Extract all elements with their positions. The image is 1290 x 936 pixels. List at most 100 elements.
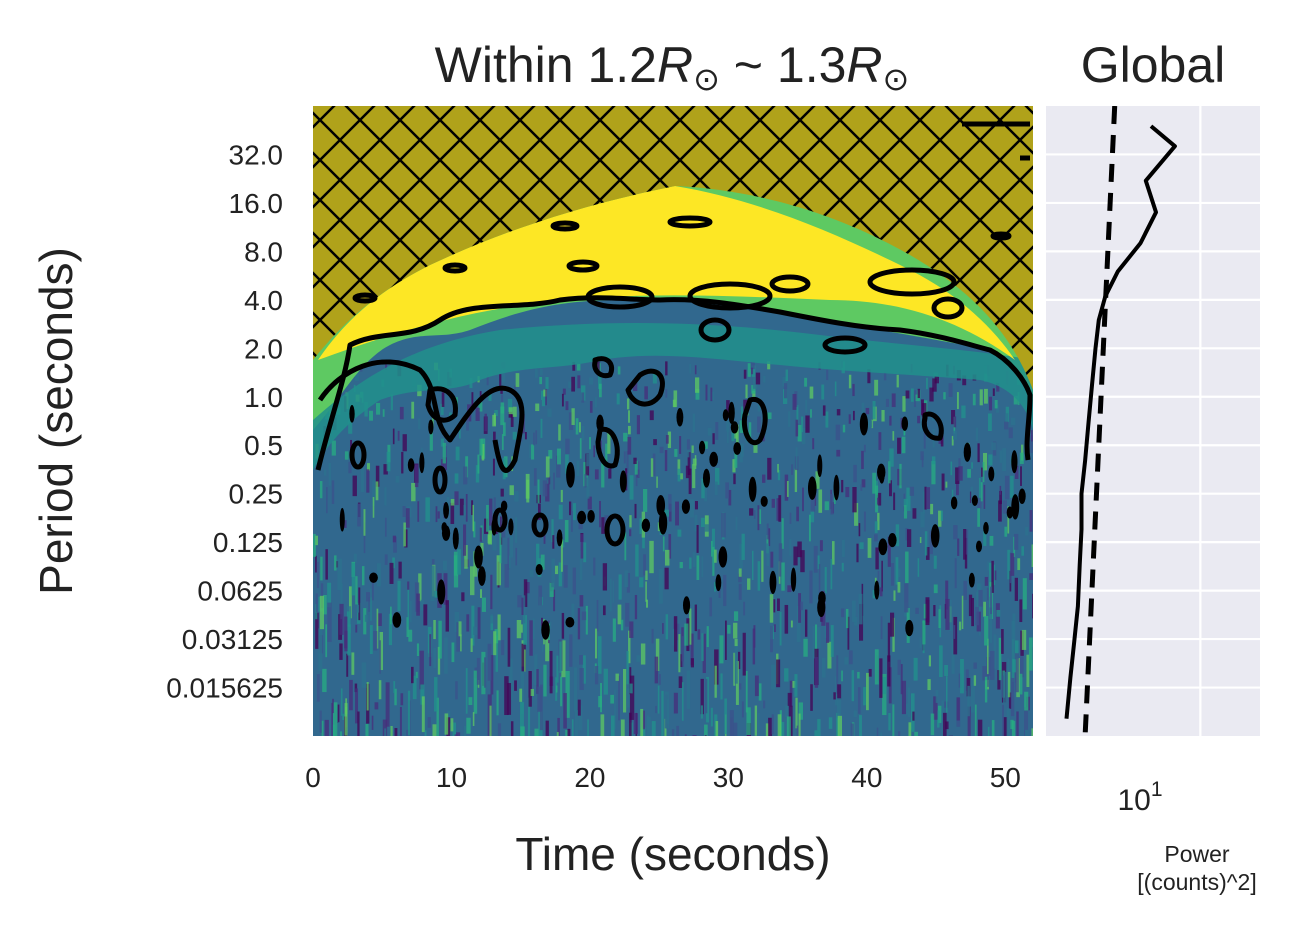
texture-speck — [352, 475, 357, 497]
texture-speck — [995, 404, 999, 413]
texture-speck — [499, 374, 502, 390]
texture-speck — [757, 505, 760, 531]
texture-speck — [320, 556, 323, 581]
texture-speck — [594, 666, 599, 685]
texture-speck — [816, 555, 820, 570]
texture-speck — [786, 716, 791, 736]
texture-speck — [923, 603, 927, 619]
texture-speck — [867, 369, 871, 384]
texture-speck — [1011, 620, 1015, 659]
contour-dot — [988, 466, 995, 482]
texture-speck — [578, 705, 583, 731]
texture-speck — [704, 478, 708, 502]
texture-speck — [984, 676, 988, 703]
texture-speck — [932, 378, 937, 392]
texture-speck — [432, 724, 437, 736]
texture-speck — [668, 494, 672, 512]
texture-speck — [714, 467, 720, 485]
texture-speck — [821, 384, 825, 400]
texture-speck — [342, 713, 345, 720]
texture-speck — [373, 631, 378, 651]
texture-speck — [697, 629, 701, 640]
texture-speck — [450, 718, 454, 732]
texture-speck — [874, 649, 879, 685]
texture-speck — [914, 731, 918, 736]
texture-speck — [824, 501, 829, 511]
texture-speck — [437, 511, 440, 519]
texture-speck — [734, 643, 738, 684]
x-tick-label: 50 — [990, 762, 1021, 793]
texture-speck — [814, 624, 818, 661]
texture-speck — [394, 728, 398, 736]
texture-speck — [876, 727, 879, 736]
texture-speck — [987, 561, 991, 571]
texture-speck — [496, 555, 502, 586]
global-x-axis-label: Power [(counts)^2] — [1137, 841, 1256, 895]
texture-speck — [725, 482, 730, 499]
texture-speck — [369, 625, 373, 655]
texture-speck — [601, 463, 605, 488]
texture-speck — [961, 595, 964, 629]
texture-speck — [942, 712, 947, 736]
texture-speck — [689, 608, 692, 645]
texture-speck — [973, 675, 977, 686]
texture-speck — [961, 405, 966, 419]
texture-speck — [534, 654, 538, 686]
texture-speck — [890, 563, 894, 586]
texture-speck — [636, 655, 641, 662]
texture-speck — [355, 688, 359, 724]
texture-speck — [798, 593, 802, 623]
texture-speck — [531, 444, 535, 460]
texture-speck — [877, 497, 879, 505]
texture-speck — [984, 388, 988, 404]
texture-speck — [509, 658, 513, 701]
texture-speck — [607, 432, 611, 454]
texture-speck — [565, 401, 569, 411]
texture-speck — [523, 615, 527, 645]
texture-speck — [1019, 452, 1024, 464]
texture-speck — [346, 611, 351, 627]
texture-speck — [817, 627, 821, 649]
texture-speck — [971, 597, 975, 627]
texture-speck — [484, 657, 487, 688]
texture-speck — [629, 529, 632, 537]
texture-speck — [980, 482, 983, 502]
texture-speck — [641, 727, 646, 736]
texture-speck — [332, 702, 338, 736]
texture-speck — [524, 432, 527, 440]
texture-speck — [711, 391, 714, 400]
texture-speck — [393, 536, 397, 553]
texture-speck — [893, 590, 896, 601]
texture-speck — [978, 589, 983, 607]
texture-speck — [629, 675, 635, 720]
texture-speck — [323, 469, 327, 476]
texture-speck — [361, 662, 367, 688]
texture-speck — [420, 599, 424, 611]
texture-speck — [561, 393, 564, 407]
texture-speck — [975, 606, 979, 626]
texture-speck — [796, 404, 799, 424]
texture-speck — [463, 725, 467, 736]
texture-speck — [977, 719, 983, 736]
texture-speck — [481, 444, 485, 461]
texture-speck — [629, 515, 632, 528]
texture-speck — [686, 439, 690, 450]
texture-speck — [714, 581, 716, 592]
texture-speck — [646, 599, 649, 608]
texture-speck — [454, 734, 458, 736]
texture-speck — [468, 697, 473, 706]
texture-speck — [361, 566, 365, 586]
texture-speck — [463, 466, 468, 485]
texture-speck — [814, 730, 818, 736]
texture-speck — [741, 533, 745, 560]
texture-speck — [652, 453, 656, 477]
texture-speck — [646, 717, 651, 736]
texture-speck — [599, 383, 602, 398]
texture-speck — [441, 392, 445, 407]
texture-speck — [898, 568, 901, 578]
texture-speck — [429, 430, 433, 451]
texture-speck — [407, 690, 411, 736]
texture-speck — [414, 464, 419, 488]
texture-speck — [472, 626, 478, 635]
texture-speck — [778, 543, 783, 577]
